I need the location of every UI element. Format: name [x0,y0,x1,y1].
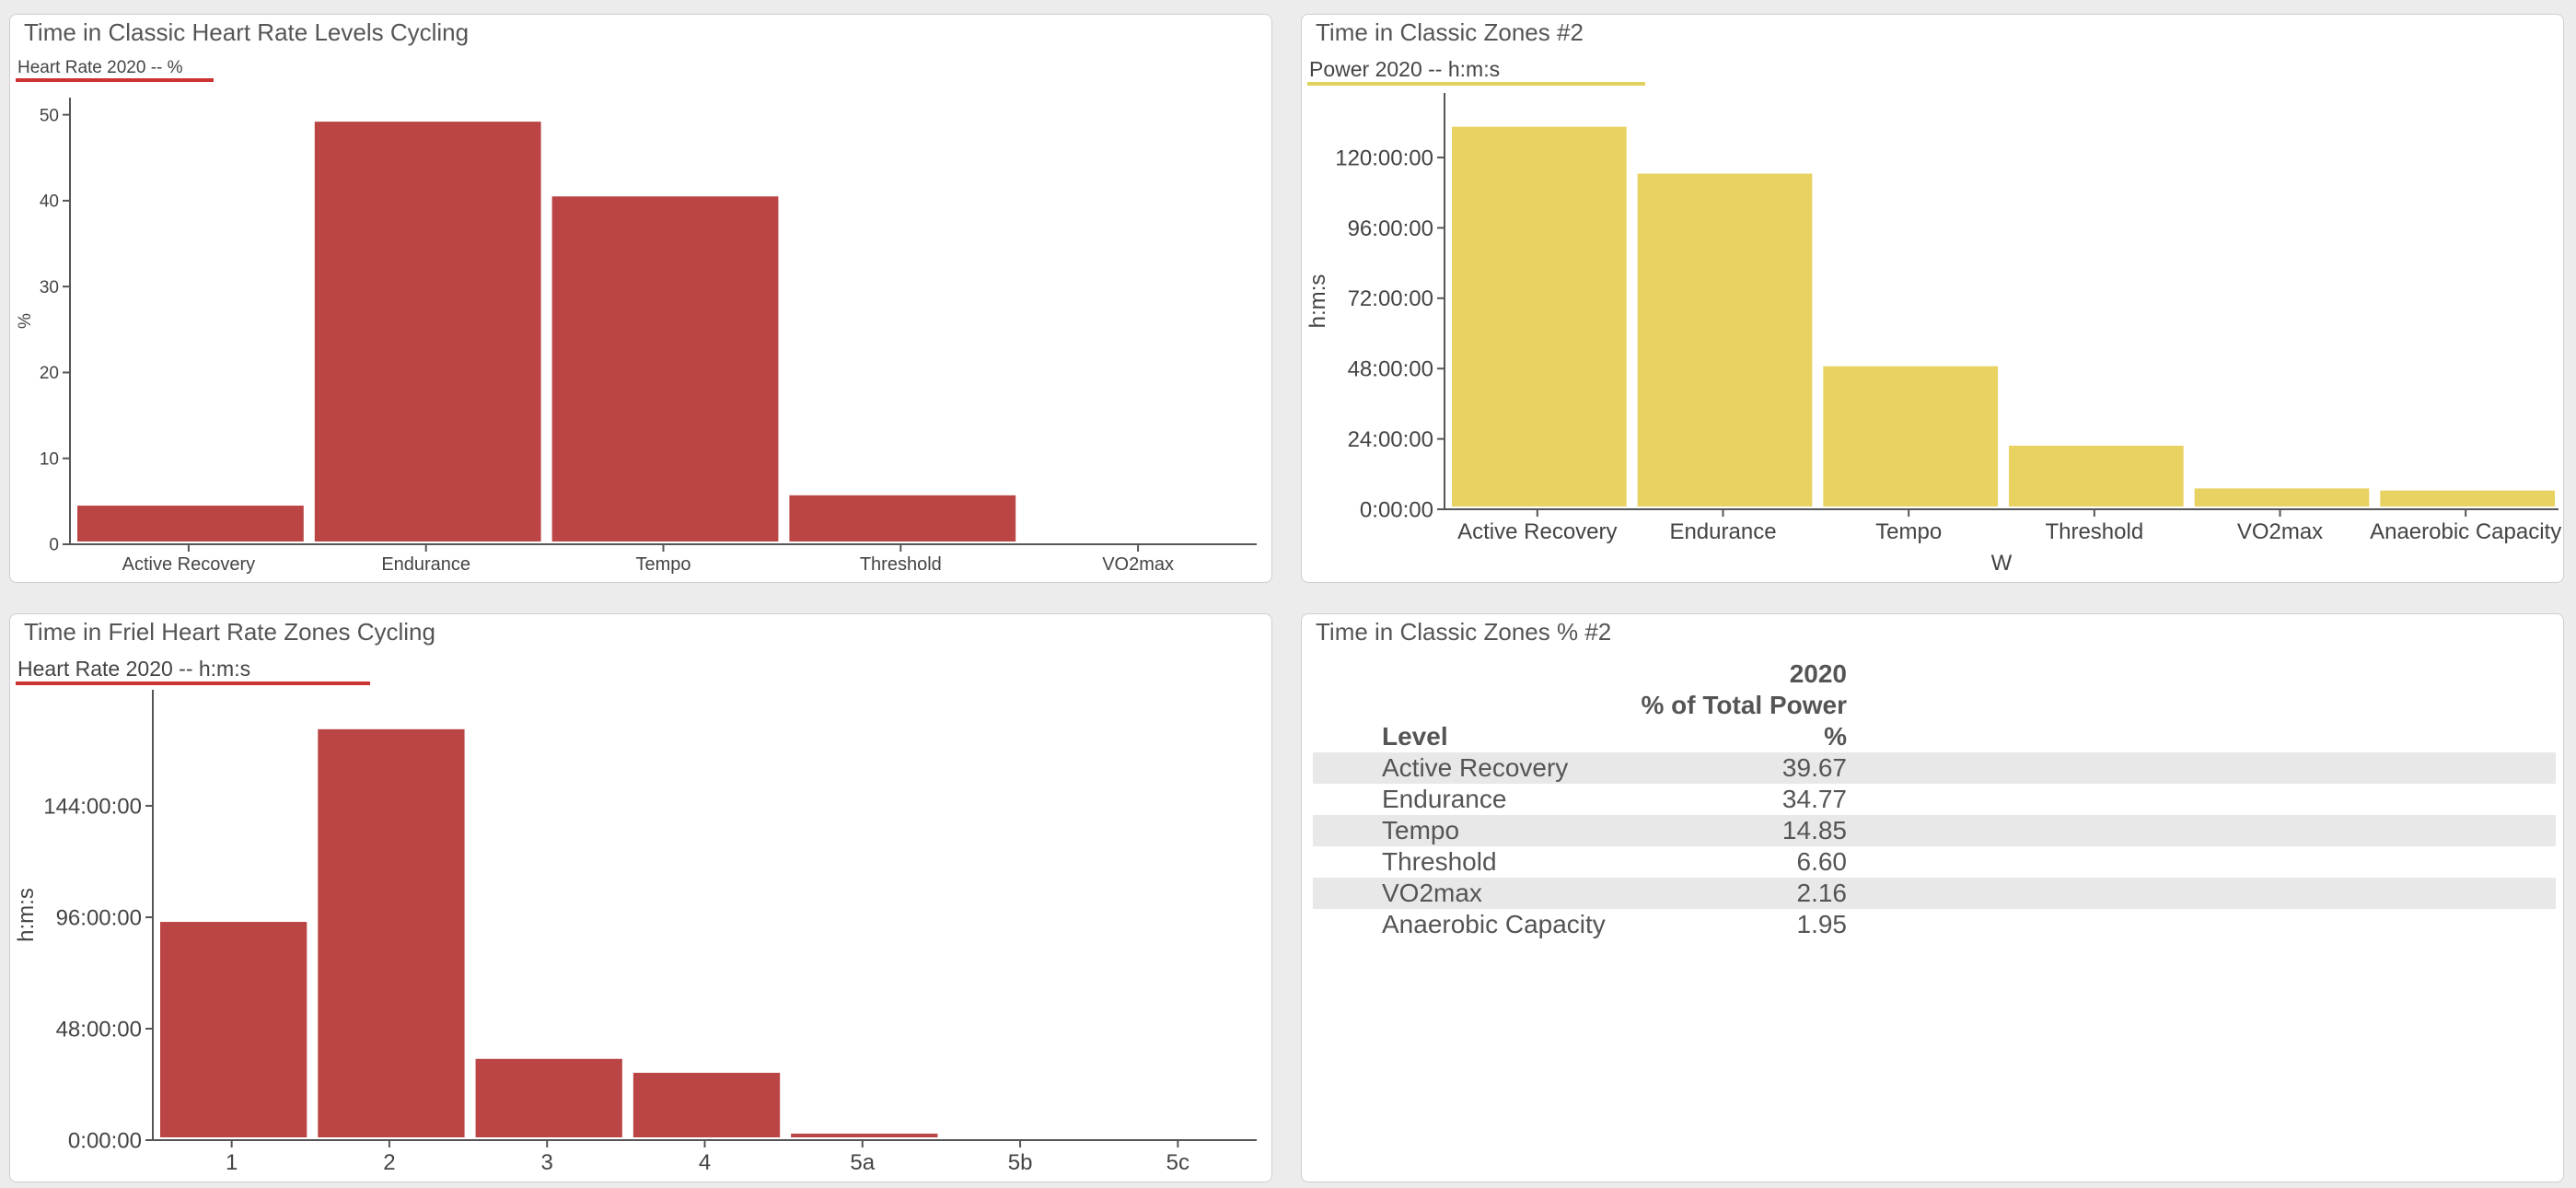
x-tick-label: Active Recovery [1457,519,1617,544]
x-tick-label: VO2max [1102,554,1174,575]
header-year: 2020 [1789,659,1847,688]
y-tick-label: 0:00:00 [1360,497,1433,522]
legend-line [1307,82,1645,86]
row-value: 39.67 [1635,752,1847,784]
x-tick-label: 4 [699,1150,711,1175]
table-panel-classic-zones-percent: Time in Classic Zones % #2 2020 % of Tot… [1301,613,2564,1182]
legend-label: Heart Rate 2020 -- % [17,58,183,77]
x-tick-label: Tempo [1875,519,1942,544]
y-tick-label: 0 [49,536,59,555]
y-tick-label: 72:00:00 [1348,286,1433,311]
row-level: Anaerobic Capacity [1382,910,1606,938]
y-tick-label: 48:00:00 [1348,357,1433,382]
x-tick-label: 5b [1008,1150,1033,1175]
y-axis-label: % [16,313,35,329]
x-tick-label: 3 [541,1150,553,1175]
row-level: Endurance [1382,785,1507,813]
x-tick-label: Endurance [381,554,470,575]
classic-zones-chart: Power 2020 -- h:m:s 0:00:00 24:00:00 48:00:… [1305,57,2561,576]
friel-hr-zones-chart: Heart Rate 2020 -- h:m:s 0:00:00 48:00:00 9… [14,657,1257,1175]
chart-title: Time in Friel Heart Rate Zones Cycling [24,618,435,646]
bar [77,506,304,542]
bar [551,196,779,542]
header-unit: % [1824,722,1847,751]
x-tick-label: Tempo [635,554,690,575]
y-tick-label: 10 [40,449,59,469]
y-tick-label: 30 [40,278,59,297]
table-row: VO2max 2.16 [1313,878,2556,909]
row-level: Tempo [1313,815,1635,846]
table-title: Time in Classic Zones % #2 [1316,618,1612,646]
row-value: 2.16 [1635,878,1847,909]
y-tick-label: 50 [40,106,59,125]
legend-label: Power 2020 -- h:m:s [1309,57,1500,81]
x-tick-label: 5a [850,1150,875,1175]
x-tick-label: Active Recovery [122,554,256,575]
chart-title: Time in Classic Zones #2 [1316,18,1584,46]
y-tick-label: 20 [40,364,59,383]
classic-hr-levels-chart: Heart Rate 2020 -- % 0 10 20 30 40 50% Active R… [16,58,1257,575]
legend-label: Heart Rate 2020 -- h:m:s [17,657,250,681]
table-row: Active Recovery 39.67 [1313,752,2556,784]
row-value: 34.77 [1781,785,1847,813]
zones-percent-table: 2020 % of Total Power Level % Active Rec… [1313,658,2556,940]
legend-line [16,78,214,82]
bar [1823,366,1998,507]
y-tick-label: 48:00:00 [56,1017,142,1042]
x-tick-label: 2 [383,1150,395,1175]
chart-panel-classic-zones-2: Time in Classic Zones #2 Power 2020 -- h… [1301,14,2564,583]
bar [314,122,541,542]
bar [789,495,1016,542]
x-axis-label: W [1991,551,2013,576]
y-axis-label: h:m:s [1305,274,1330,329]
row-value: 1.95 [1796,910,1848,938]
x-tick-label: 5c [1166,1150,1189,1175]
y-tick-label: 96:00:00 [56,905,142,930]
row-level: VO2max [1313,878,1635,909]
bar [791,1133,938,1137]
row-value: 6.60 [1796,847,1848,876]
bar [318,728,465,1137]
chart-title: Time in Classic Heart Rate Levels Cyclin… [24,18,470,46]
chart-panel-classic-hr-levels: Time in Classic Heart Rate Levels Cyclin… [9,14,1272,583]
x-tick-label: Threshold [860,554,942,575]
y-tick-label: 96:00:00 [1348,216,1433,241]
bar [475,1058,622,1137]
row-value: 14.85 [1635,815,1847,846]
header-metric: % of Total Power [1641,691,1848,719]
table-row: Endurance 34.77 [1313,784,2556,815]
x-tick-label: 1 [226,1150,238,1175]
y-tick-label: 40 [40,192,59,212]
bar [1452,126,1627,507]
x-tick-label: Endurance [1669,519,1776,544]
bar [160,922,307,1137]
x-tick-label: Threshold [2045,519,2143,544]
table-row: Anaerobic Capacity 1.95 [1313,909,2556,940]
chart-panel-friel-hr-zones: Time in Friel Heart Rate Zones Cycling H… [9,613,1272,1182]
bar [2009,445,2184,507]
x-tick-label: Anaerobic Capacity [2370,519,2561,544]
row-level: Active Recovery [1313,752,1635,784]
x-tick-label: VO2max [2237,519,2323,544]
y-tick-label: 120:00:00 [1335,146,1433,170]
table-row: Tempo 14.85 [1313,815,2556,846]
row-level: Threshold [1382,847,1497,876]
header-level: Level [1382,722,1448,751]
bar [2194,488,2370,507]
y-tick-label: 0:00:00 [68,1128,142,1153]
y-tick-label: 144:00:00 [43,794,142,819]
legend-line [16,681,370,685]
bar [1637,173,1813,507]
table-row: Threshold 6.60 [1313,846,2556,878]
bar [632,1072,781,1137]
bar [2380,490,2555,507]
y-axis-label: h:m:s [14,888,39,942]
y-tick-label: 24:00:00 [1348,427,1433,452]
